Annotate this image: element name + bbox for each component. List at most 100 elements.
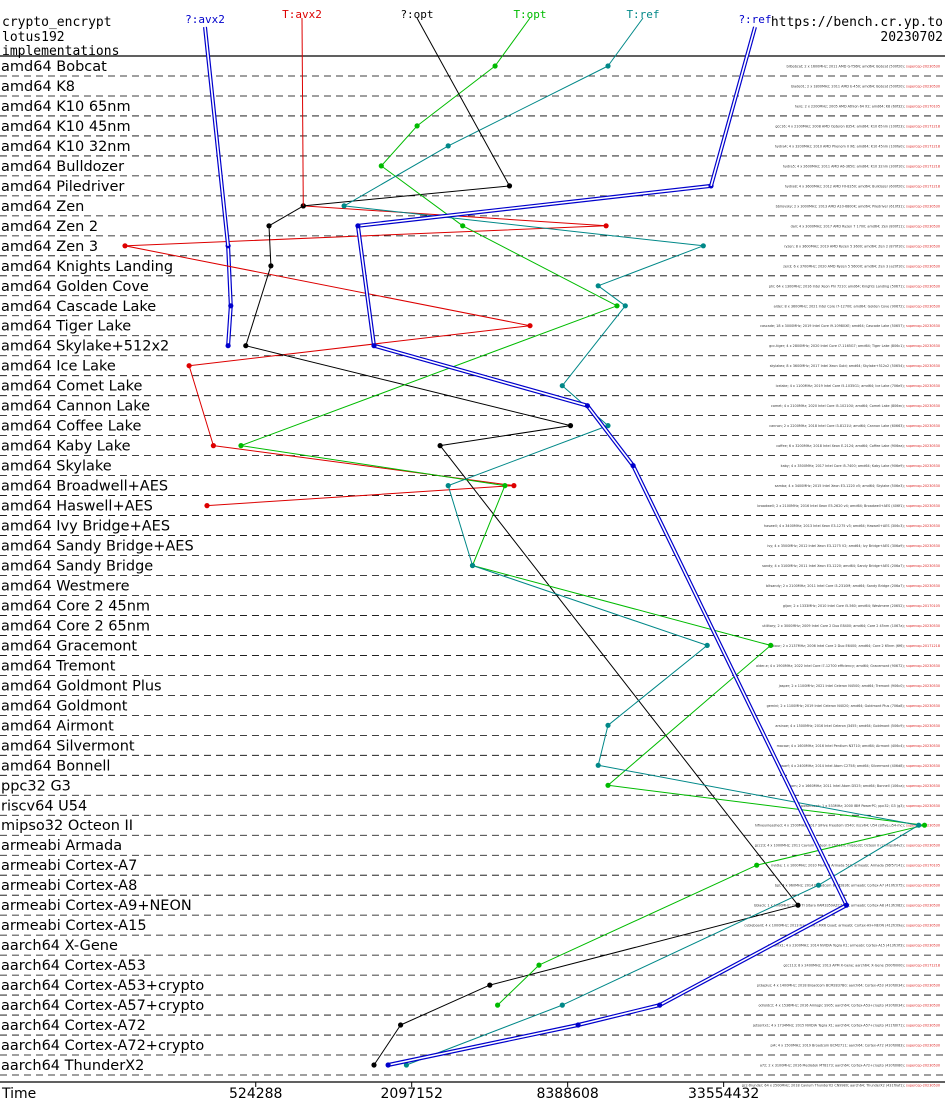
machine-tag: supercop-20230530: [906, 444, 940, 448]
machine-tag: supercop-20230530: [906, 744, 940, 748]
row-label: amd64 Sandy Bridge: [1, 559, 153, 575]
machine-entry: broadwell; 2 x 2100MHz; 2016 Intel Xeon …: [757, 504, 940, 508]
row-label: amd64 K8: [1, 79, 75, 95]
machine-entry: atom; 2 x 1660MHz; 2011 Intel Atom D525;…: [788, 784, 940, 788]
data-point: [511, 483, 517, 489]
data-point: [445, 143, 451, 149]
machine-entry: pi3aplus; 4 x 1400MHz; 2018 Broadcom BCM…: [757, 984, 940, 988]
row-label: amd64 Golden Cove: [1, 279, 149, 295]
machine-entry: dali; 4 x 3000MHz; 2017 AMD Ryzen 7 1700…: [791, 224, 940, 228]
row-label: amd64 Kaby Lake: [1, 439, 131, 455]
data-point: [186, 363, 192, 369]
legend-leader-inner: [710, 26, 756, 187]
machine-entry: gijon; 2 x 1333MHz; 2010 Intel Core i5-5…: [783, 604, 940, 608]
row-label: armeabi Cortex-A7: [1, 858, 137, 874]
machine-tag: supercop-20230530: [906, 364, 940, 368]
machine-entry: bpi; 4 x 960MHz; 2014 Broadcom BCM2836; …: [775, 884, 940, 888]
machine-entry: blade01; 2 x 1800MHz; 2011 AMD E-450; am…: [791, 84, 940, 88]
machine-tag: supercop-20170105: [906, 604, 940, 608]
machine-tag: supercop-20230530: [906, 84, 940, 88]
data-point: [595, 762, 601, 768]
data-point: [795, 902, 801, 908]
x-axis-ticks: 524288 2097152 8388608 33554432: [229, 1082, 759, 1102]
row-label: amd64 K10 32nm: [1, 139, 131, 155]
machine-entry: bltsandy; 2 x 2100MHz; 2011 Intel Core i…: [766, 584, 940, 588]
machine-tag: supercop-20230530: [906, 944, 940, 948]
row-label: amd64 Broadwell+AES: [1, 479, 168, 495]
machine-entry: samba; 4 x 3400MHz; 2015 Intel Xeon E3-1…: [775, 484, 940, 488]
series-legend-label: ?:ref: [738, 13, 771, 26]
data-point: [536, 962, 542, 968]
row-label: amd64 Airmont: [1, 718, 114, 734]
data-point: [225, 343, 231, 349]
data-point: [704, 642, 710, 649]
machine-tag: supercop-20230530: [906, 244, 940, 248]
machine-tag: supercop-20171218: [906, 184, 940, 188]
machine-entry: odroidc2; 4 x 1536MHz; 2016 Amlogic S905…: [758, 1004, 940, 1008]
row-label: amd64 Ice Lake: [1, 359, 116, 375]
data-point: [268, 263, 274, 269]
machine-tag: supercop-20230530: [906, 884, 940, 888]
data-point: [469, 562, 476, 569]
legend-leader: [494, 17, 531, 67]
row-label: amd64 Cannon Lake: [1, 399, 150, 415]
machine-entry: jasper; 2 x 1100MHz; 2021 Intel Celeron …: [778, 684, 940, 688]
series-legend-label: ?:opt: [400, 8, 433, 21]
data-point: [815, 882, 822, 888]
machine-entry: hydra5; 4 x 2600MHz; 2011 AMD A6-3650; a…: [783, 164, 940, 168]
machine-tag: supercop-20230530: [906, 1044, 940, 1048]
machine-tag: supercop-20230530: [906, 384, 940, 388]
data-point: [605, 423, 611, 429]
x-tick-label: 33554432: [688, 1086, 759, 1102]
series-legend-label: T:opt: [513, 8, 546, 21]
data-point: [437, 443, 443, 449]
legend-leader: [301, 17, 304, 206]
row-label: amd64 Silvermont: [1, 738, 135, 754]
data-point: [238, 443, 244, 449]
row-label: aarch64 Cortex-A57+crypto: [1, 998, 204, 1014]
machine-list: bllbobcat; 2 x 1600MHz; 2011 AMD G-T56N;…: [742, 65, 940, 1088]
data-point: [527, 323, 533, 329]
machine-tag: supercop-20230530: [906, 65, 940, 69]
data-point: [559, 383, 565, 389]
machine-entry: alder; 8 x 3600MHz; 2021 Intel Core i7-1…: [774, 304, 940, 308]
data-point: [768, 642, 774, 649]
machine-entry: gemini; 2 x 1100MHz; 2019 Intel Celeron …: [767, 704, 940, 708]
machine-entry: jetsontx1; 4 x 1734MHz; 2015 NVIDIA Tegr…: [752, 1024, 940, 1028]
data-point: [487, 982, 493, 988]
machine-entry: gcc-tiger; 4 x 2800MHz; 2020 Intel Core …: [769, 344, 940, 348]
row-label: amd64 Skylake: [1, 459, 112, 475]
machine-tag: supercop-20230530: [906, 724, 940, 728]
row-label: amd64 Zen: [1, 199, 84, 215]
machine-tag: supercop-20230530: [906, 204, 940, 208]
data-point: [502, 483, 508, 489]
machine-tag: supercop-20230530: [906, 424, 940, 428]
data-point: [614, 303, 620, 309]
row-label: armeabi Cortex-A9+NEON: [1, 898, 192, 914]
machine-tag: supercop-20230530: [906, 984, 940, 988]
data-point: [371, 1062, 377, 1068]
row-label: amd64 Bulldozer: [1, 159, 124, 175]
data-point: [595, 283, 601, 289]
machine-tag: supercop-20171218: [906, 144, 940, 148]
machine-entry: cubieboard; 4 x 1000MHz; 2013 Freescale …: [744, 924, 940, 928]
data-point: [204, 503, 210, 509]
data-point: [843, 902, 850, 908]
legend-leader: [416, 17, 510, 187]
row-label: amd64 Sandy Bridge+AES: [1, 539, 194, 555]
row-label: ppc32 G3: [1, 778, 71, 794]
machine-entry: jetsontk1; 4 x 2300MHz; 2014 NVIDIA Tegr…: [767, 944, 940, 948]
machine-entry: haswell; 4 x 3400MHz; 2013 Intel Xeon E3…: [764, 524, 940, 528]
row-label: amd64 Bobcat: [1, 59, 107, 75]
data-point: [754, 862, 760, 868]
data-point: [605, 782, 611, 788]
row-label: aarch64 ThunderX2: [1, 1058, 144, 1074]
machine-tag: supercop-20230530: [906, 344, 940, 348]
machine-tag: supercop-20230530: [906, 844, 940, 848]
data-point: [414, 123, 420, 129]
machine-entry: cannon; 2 x 2200MHz; 2018 Intel Core i3-…: [769, 424, 940, 428]
machine-tag: supercop-20171218: [906, 164, 940, 168]
data-point: [700, 243, 706, 249]
data-point: [460, 223, 466, 229]
data-point: [622, 303, 628, 309]
